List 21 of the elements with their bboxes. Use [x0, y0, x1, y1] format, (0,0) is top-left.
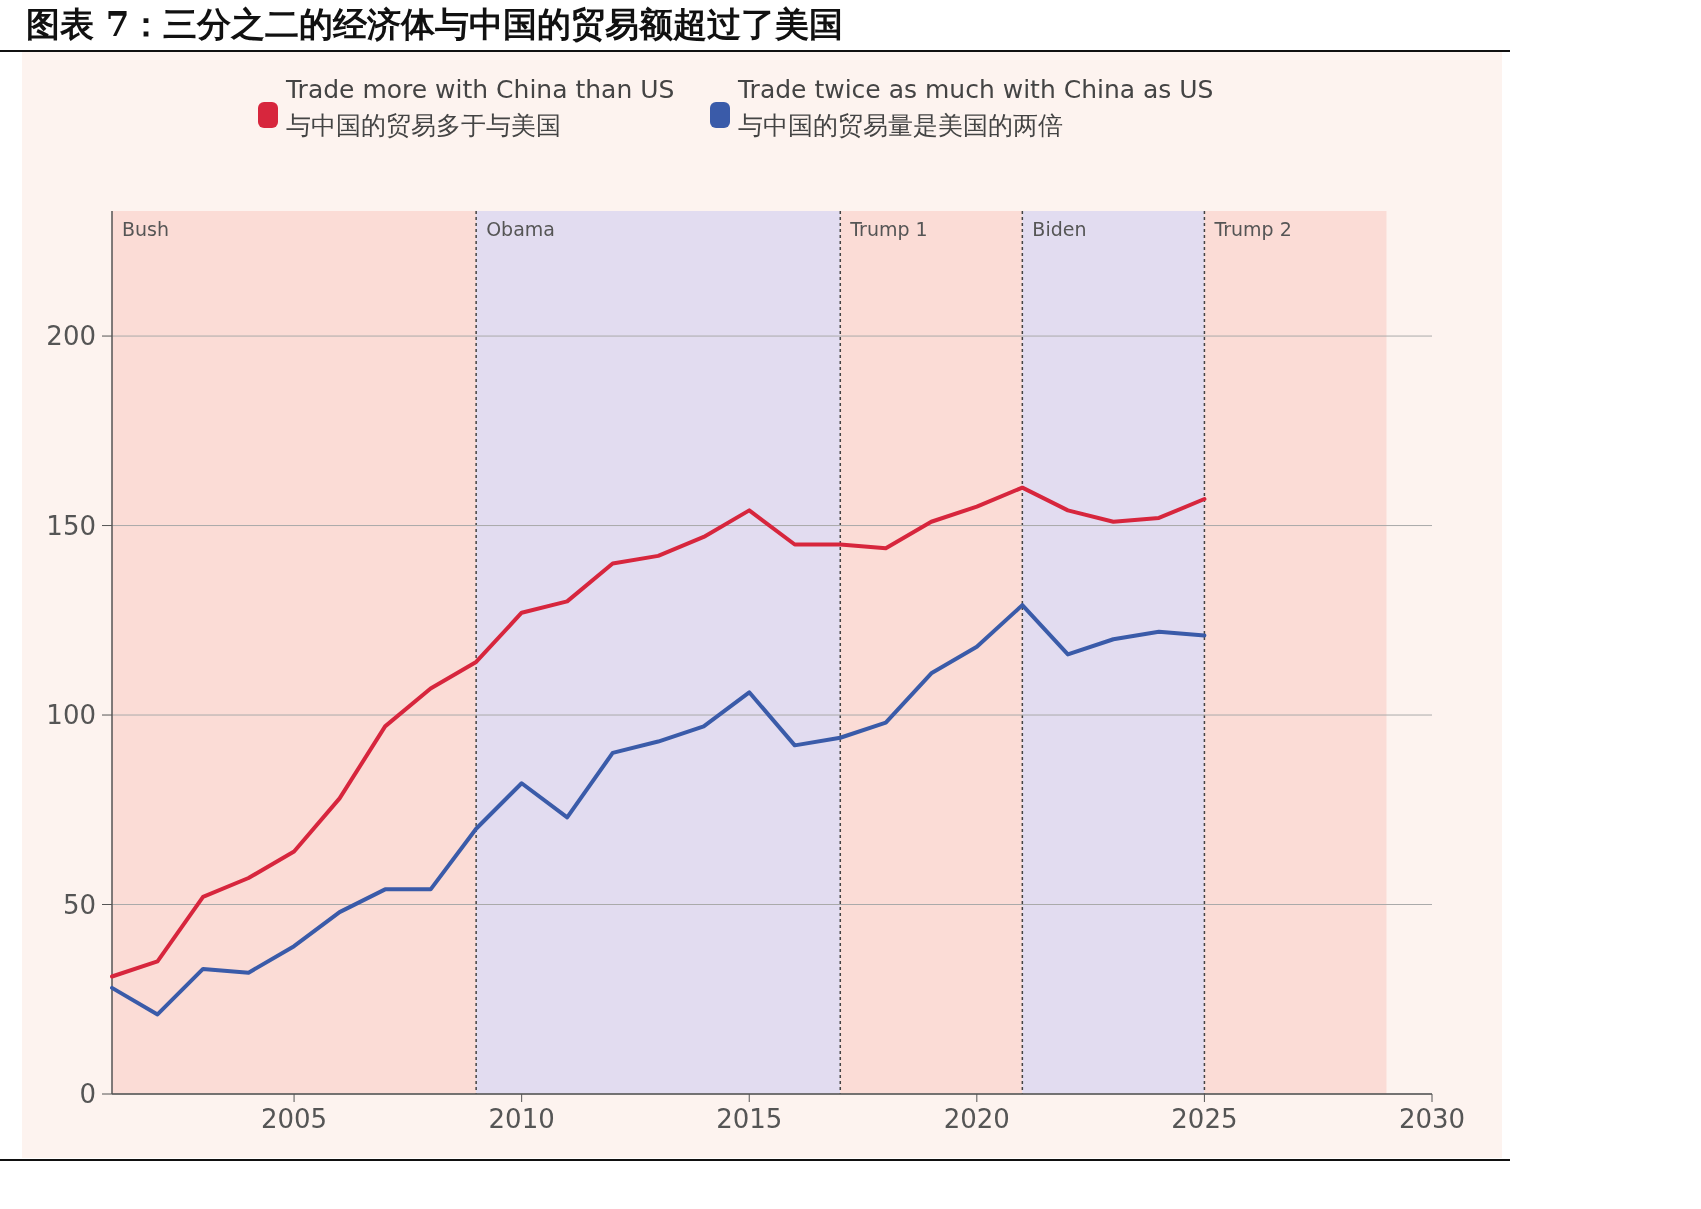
x-tick-label: 2005 — [260, 1104, 328, 1134]
band-label: Bush — [122, 218, 170, 240]
band-label: Trump 2 — [1213, 218, 1292, 240]
band-label: Trump 1 — [849, 218, 928, 240]
y-tick-label: 150 — [46, 510, 96, 541]
line-series — [110, 603, 1207, 1017]
x-tick-label: 2025 — [1171, 1104, 1238, 1134]
line-series — [110, 485, 1207, 979]
band-label: Obama — [486, 218, 555, 240]
y-tick-label: 200 — [46, 321, 96, 352]
y-tick-label: 50 — [62, 889, 96, 920]
y-tick-label: 100 — [46, 700, 96, 731]
legend-label: Trade twice as much with China as US 与中国的贸易量是美国的两倍 — [737, 75, 1214, 140]
chart-title: 图表 7：三分之二的经济体与中国的贸易额超过了美国 — [26, 4, 844, 44]
band-label: Biden — [1032, 218, 1087, 240]
x-tick-label: 2020 — [943, 1104, 1010, 1134]
x-tick-label: 2030 — [1398, 1104, 1466, 1134]
x-tick-label: 2015 — [716, 1104, 783, 1134]
y-tick-label: 0 — [79, 1079, 96, 1110]
x-tick-label: 2010 — [488, 1104, 555, 1134]
legend-label: Trade more with China than US 与中国的贸易多于与美国 — [285, 75, 675, 140]
